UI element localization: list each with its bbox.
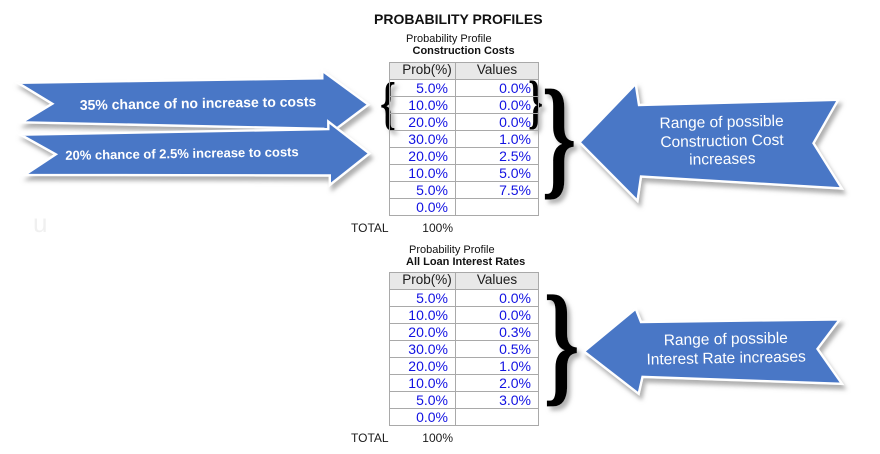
svg-text:}: } bbox=[543, 269, 580, 418]
svg-text:}: } bbox=[541, 63, 576, 211]
